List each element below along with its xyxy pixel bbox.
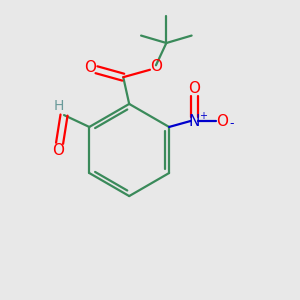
Text: H: H [53, 99, 64, 113]
Text: +: + [199, 111, 207, 121]
Text: O: O [188, 81, 200, 96]
Text: N: N [189, 113, 200, 128]
Text: -: - [229, 118, 234, 130]
Text: O: O [150, 59, 162, 74]
Text: O: O [85, 60, 97, 75]
Text: O: O [52, 143, 64, 158]
Text: O: O [216, 113, 228, 128]
